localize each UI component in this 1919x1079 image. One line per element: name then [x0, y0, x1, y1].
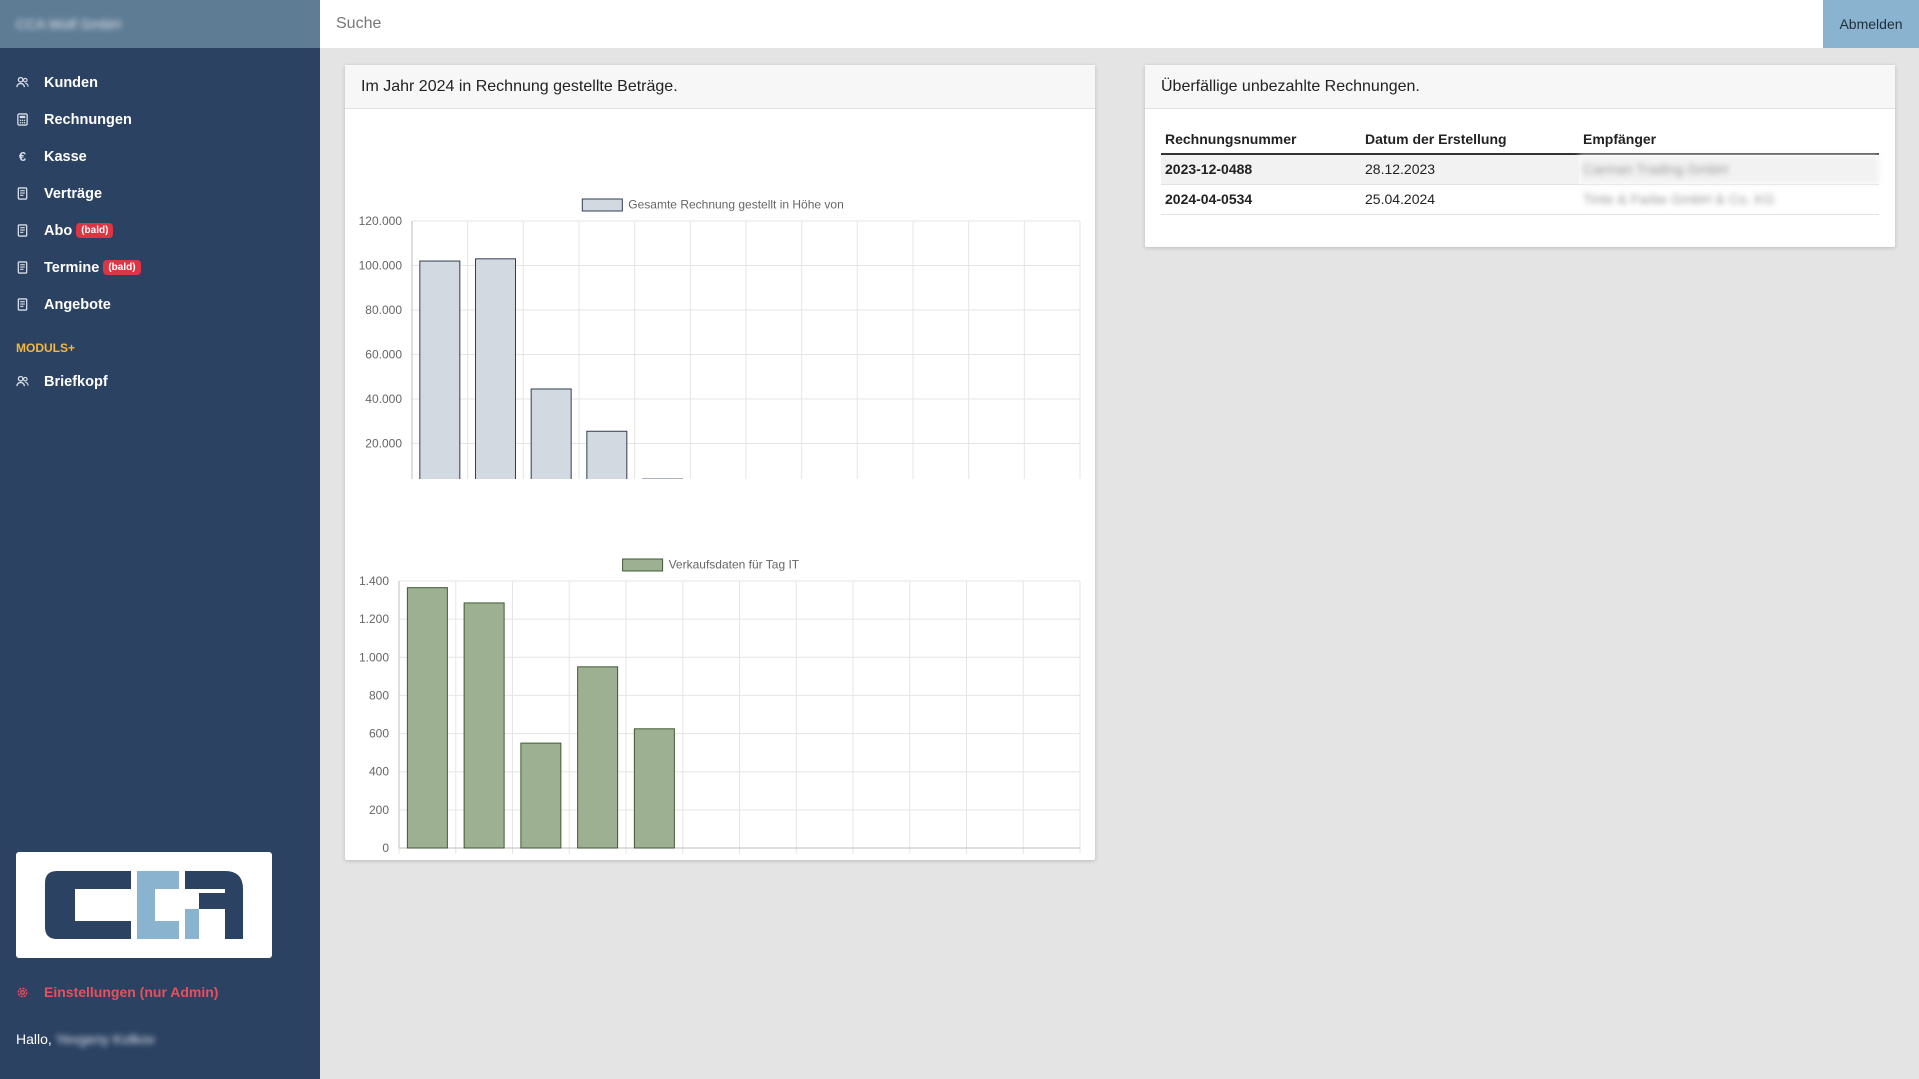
legend-swatch[interactable]: [622, 558, 664, 572]
invoice-total-chart: Gesamte Rechnung gestellt in Höhe von020…: [359, 198, 1081, 479]
sidebar-item-label: Abo: [44, 222, 73, 239]
y-tick-label: 0: [382, 841, 389, 854]
users-icon: [16, 375, 29, 388]
y-tick-label: 40.000: [365, 392, 402, 406]
logout-button[interactable]: Abmelden: [1823, 0, 1919, 48]
sidebar-item-label: Termine: [44, 259, 100, 276]
sidebar-item-briefkopf[interactable]: Briefkopf: [0, 363, 320, 400]
table-header-row: Rechnungsnummer Datum der Erstellung Emp…: [1161, 125, 1879, 155]
status-badge: (bald): [76, 223, 114, 238]
invoice-date: 25.04.2024: [1361, 184, 1579, 215]
y-tick-label: 1.200: [359, 612, 389, 626]
search-input[interactable]: [320, 0, 1823, 48]
calculator-icon: [16, 113, 29, 126]
greeting-label: Hallo,: [16, 1031, 52, 1047]
y-tick-label: 80.000: [365, 303, 402, 317]
topbar: Abmelden: [320, 0, 1919, 48]
euro-icon: €: [18, 149, 27, 164]
users-icon: [16, 76, 29, 89]
sidebar-item-label: Kasse: [44, 148, 87, 165]
brand-name[interactable]: CCA Wolf GmbH: [16, 16, 121, 32]
sidebar-item-label: Rechnungen: [44, 111, 132, 128]
column-header[interactable]: Rechnungsnummer: [1161, 125, 1361, 155]
sidebar-item-label: Verträge: [44, 185, 103, 202]
y-tick-label: 20.000: [365, 437, 402, 451]
bar[interactable]: [520, 742, 562, 849]
sidebar-nav: Kunden Rechnungen € Kasse Verträge Abo (…: [0, 48, 320, 323]
column-header[interactable]: Empfänger: [1579, 125, 1879, 155]
invoice-recipient: Carman Trading GmbH: [1579, 154, 1879, 185]
sidebar-item-label: Angebote: [44, 296, 111, 313]
settings-label: Einstellungen (nur Admin): [44, 984, 219, 1000]
column-header[interactable]: Datum der Erstellung: [1361, 125, 1579, 155]
sidebar-item-abo[interactable]: Abo (bald): [0, 212, 320, 249]
y-tick-label: 1.400: [359, 574, 389, 588]
card-title: Im Jahr 2024 in Rechnung gestellte Beträ…: [345, 65, 1095, 109]
invoice-date: 28.12.2023: [1361, 154, 1579, 185]
sidebar-item-kasse[interactable]: € Kasse: [0, 138, 320, 175]
bar[interactable]: [419, 260, 461, 479]
y-tick-label: 400: [369, 765, 389, 779]
y-tick-label: 800: [369, 688, 389, 702]
y-tick-label: 600: [369, 727, 389, 741]
legend-label[interactable]: Gesamte Rechnung gestellt in Höhe von: [628, 198, 843, 212]
y-tick-label: 200: [369, 803, 389, 817]
bar[interactable]: [475, 258, 516, 479]
y-tick-label: 100.000: [359, 259, 403, 273]
overdue-invoices-table: Rechnungsnummer Datum der Erstellung Emp…: [1161, 125, 1879, 215]
legend-label[interactable]: Verkaufsdaten für Tag IT: [669, 558, 800, 572]
gear-icon: [16, 986, 29, 999]
y-tick-label: 120.000: [359, 214, 403, 228]
invoice-number[interactable]: 2024-04-0534: [1161, 184, 1361, 215]
document-icon: [16, 224, 29, 237]
sidebar-item-vertraege[interactable]: Verträge: [0, 175, 320, 212]
user-name: Yevgeny Kolkov: [55, 1031, 155, 1047]
sidebar-item-rechnungen[interactable]: Rechnungen: [0, 101, 320, 138]
table-row[interactable]: 2023-12-0488 28.12.2023 Carman Trading G…: [1161, 154, 1879, 185]
bar[interactable]: [586, 430, 628, 479]
sidebar-item-label: Kunden: [44, 74, 98, 91]
section-title: MODULS+: [16, 341, 76, 355]
settings-link[interactable]: Einstellungen (nur Admin): [16, 984, 218, 1000]
status-badge: (bald): [103, 260, 141, 275]
document-icon: [16, 261, 29, 274]
card-title: Überfällige unbezahlte Rechnungen.: [1145, 65, 1895, 109]
legend-swatch[interactable]: [581, 198, 623, 212]
company-logo: [16, 852, 272, 958]
sidebar-item-kunden[interactable]: Kunden: [0, 64, 320, 101]
sales-chart: Verkaufsdaten für Tag IT 0 200 400 600 800 1.0…: [359, 558, 1081, 854]
overdue-invoices-card: Überfällige unbezahlte Rechnungen. Rechn…: [1145, 65, 1895, 247]
bar[interactable]: [463, 602, 505, 849]
document-icon: [16, 298, 29, 311]
brand-bar[interactable]: CCA Wolf GmbH: [0, 0, 320, 48]
bar[interactable]: [577, 666, 619, 849]
user-greeting: Hallo, Yevgeny Kolkov: [16, 1031, 155, 1047]
bar[interactable]: [633, 728, 675, 849]
y-tick-label: 60.000: [365, 348, 402, 362]
bar[interactable]: [530, 388, 572, 479]
sidebar-item-label: Briefkopf: [44, 373, 108, 390]
sidebar-item-angebote[interactable]: Angebote: [0, 286, 320, 323]
invoiced-amounts-card: Im Jahr 2024 in Rechnung gestellte Beträ…: [345, 65, 1095, 860]
bar[interactable]: [406, 587, 448, 849]
sidebar: CCA Wolf GmbH Kunden Rechnungen € Kasse …: [0, 0, 320, 1079]
document-icon: [16, 187, 29, 200]
y-tick-label: 1.000: [359, 650, 389, 664]
invoice-recipient: Tinte & Farbe GmbH & Co. KG: [1579, 184, 1879, 215]
table-row[interactable]: 2024-04-0534 25.04.2024 Tinte & Farbe Gm…: [1161, 184, 1879, 215]
logo-graphic: [45, 871, 243, 939]
module-nav: Briefkopf: [0, 363, 320, 400]
invoice-number[interactable]: 2023-12-0488: [1161, 154, 1361, 185]
sidebar-item-termine[interactable]: Termine (bald): [0, 249, 320, 286]
